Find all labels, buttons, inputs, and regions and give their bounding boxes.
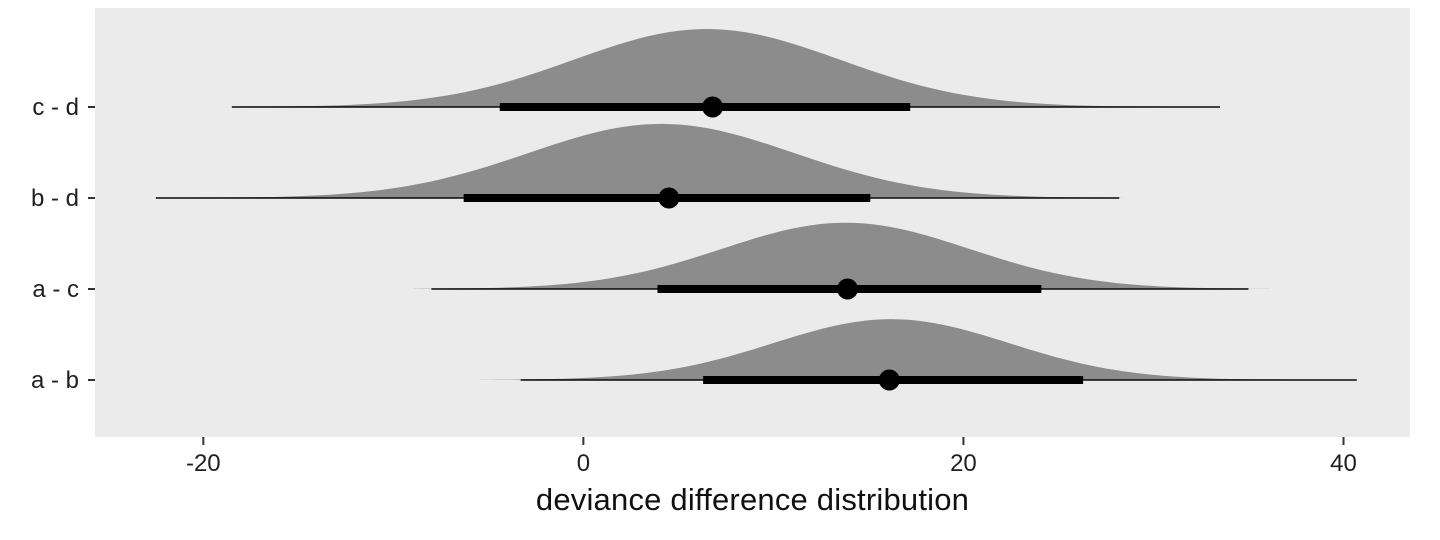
point-estimate-b-d xyxy=(658,187,680,209)
x-tick-label-20: 20 xyxy=(950,450,977,477)
x-axis-title: deviance difference distribution xyxy=(535,482,970,517)
x-tick-label-0: 0 xyxy=(577,450,590,477)
x-tick-label-40: 40 xyxy=(1330,450,1357,477)
density-a-b xyxy=(478,319,1304,380)
density-c-d xyxy=(241,29,1173,107)
y-axis-label-c-d: c - d xyxy=(32,94,79,121)
density-a-c xyxy=(413,222,1278,289)
y-axis-label-a-b: a - b xyxy=(31,367,79,394)
point-estimate-a-b xyxy=(878,369,900,391)
point-estimate-c-d xyxy=(702,96,724,118)
point-estimate-a-c xyxy=(837,278,859,300)
x-tick-label--20: -20 xyxy=(186,450,221,477)
y-axis-label-b-d: b - d xyxy=(31,185,79,212)
density-b-d xyxy=(195,123,1127,198)
y-axis-label-a-c: a - c xyxy=(32,276,79,303)
